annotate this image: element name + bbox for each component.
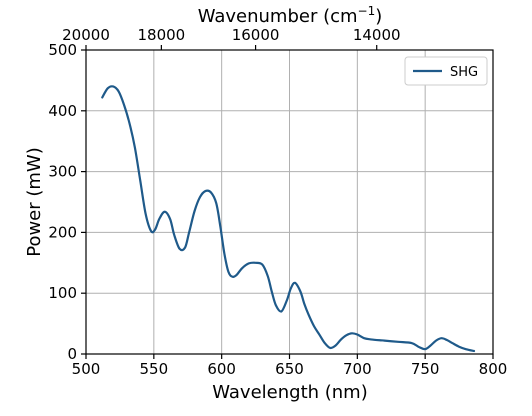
x-tick-label: 600	[207, 360, 236, 378]
x2-tick-label: 20000	[62, 26, 110, 44]
legend-label-shg: SHG	[450, 65, 478, 80]
x-tick-label: 550	[140, 360, 169, 378]
y-tick-label: 400	[48, 102, 77, 120]
legend-box	[404, 56, 488, 86]
x-tick-label: 500	[72, 360, 101, 378]
x-axis-title: Wavelength (nm)	[212, 382, 368, 403]
grid	[85, 49, 494, 355]
legend: SHG	[404, 56, 488, 86]
y-axis-title: Power (mW)	[24, 147, 45, 257]
y-tick-label: 0	[67, 345, 77, 363]
x2-tick-label: 14000	[353, 26, 401, 44]
x-tick-label: 650	[275, 360, 304, 378]
x-tick-label: 800	[479, 360, 508, 378]
plot-frame	[85, 49, 494, 355]
y-tick-label: 200	[48, 223, 77, 241]
y-tick-label: 100	[48, 284, 77, 302]
series-line-shg	[101, 85, 476, 353]
x2-tick-label: 16000	[232, 26, 280, 44]
series-layer	[101, 85, 476, 353]
y-tick-label: 500	[48, 41, 77, 59]
y-tick-label: 300	[48, 163, 77, 181]
x-tick-label: 750	[411, 360, 440, 378]
x-tick-label: 700	[343, 360, 372, 378]
axes-ticks: 500 550 600 650 700 750 8000100200300400500200…	[48, 26, 507, 378]
x2-tick-label: 18000	[138, 26, 186, 44]
top-axis-title: Wavenumber (cm−1)	[198, 4, 383, 27]
